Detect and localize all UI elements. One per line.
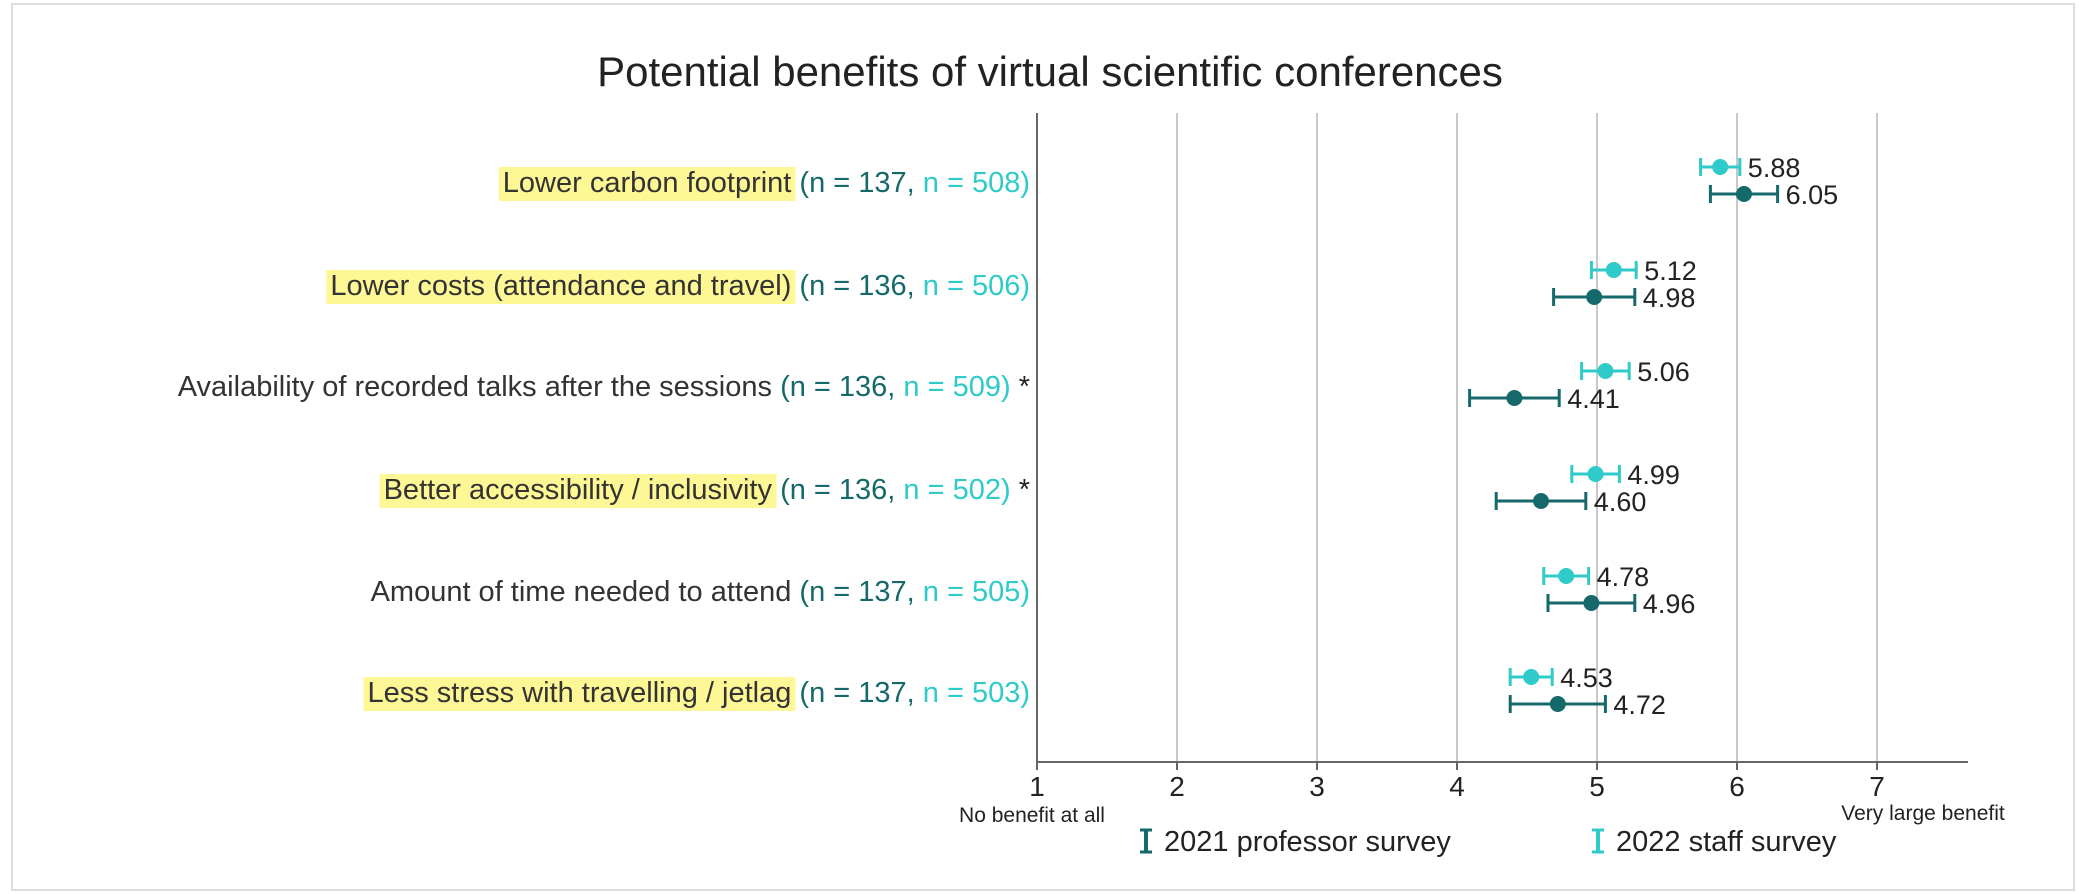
n-label: n = 505) <box>923 576 1030 608</box>
point <box>1533 493 1549 509</box>
data-label: 4.96 <box>1643 589 1696 619</box>
point <box>1523 669 1540 685</box>
note: * <box>1019 474 1030 506</box>
x-high-label: Very large benefit <box>1841 802 2005 825</box>
n-label: n = 502) <box>903 474 1010 506</box>
n-label: n = 506) <box>923 270 1030 302</box>
point <box>1549 696 1566 712</box>
point <box>1506 390 1523 406</box>
category-name: Lower carbon footprint <box>503 167 792 199</box>
data-label: 4.53 <box>1560 663 1613 693</box>
data-label: 5.88 <box>1748 153 1801 183</box>
category-name: Availability of recorded talks after the… <box>178 371 772 403</box>
point <box>1605 262 1622 278</box>
x-tick-label: 6 <box>1729 771 1745 802</box>
n-label: (n = 136, <box>780 474 895 506</box>
n-label: (n = 137, <box>799 167 914 199</box>
data-label: 5.12 <box>1644 256 1697 286</box>
x-tick-label: 7 <box>1869 771 1885 802</box>
legend-label: 2021 professor survey <box>1164 826 1451 858</box>
n-label: n = 508) <box>923 167 1030 199</box>
point <box>1736 186 1752 202</box>
category-label: Lower costs (attendance and travel) (n =… <box>330 270 1030 302</box>
category-label: Amount of time needed to attend (n = 137… <box>371 576 1030 608</box>
data-label: 5.06 <box>1637 357 1690 387</box>
data-label: 4.72 <box>1613 690 1666 720</box>
point <box>1583 595 1600 611</box>
data-label: 4.98 <box>1643 283 1696 313</box>
highlight <box>379 474 777 508</box>
x-tick-label: 4 <box>1449 771 1465 802</box>
point <box>1586 289 1603 305</box>
category-label: Less stress with travelling / jetlag (n … <box>367 677 1030 709</box>
x-tick-label: 2 <box>1169 771 1185 802</box>
highlight <box>363 677 796 711</box>
category-label: Lower carbon footprint (n = 137, n = 508… <box>503 167 1030 199</box>
frame <box>11 3 2075 891</box>
n-label: n = 509) <box>903 371 1010 403</box>
category-label: Better accessibility / inclusivity (n = … <box>384 474 1030 506</box>
n-label: (n = 136, <box>799 270 914 302</box>
highlight <box>498 167 796 201</box>
n-label: n = 503) <box>923 677 1030 709</box>
data-label: 4.60 <box>1594 487 1647 517</box>
x-tick-label: 1 <box>1029 771 1045 802</box>
n-label: (n = 137, <box>799 576 914 608</box>
data-label: 4.41 <box>1567 384 1620 414</box>
point <box>1712 159 1729 175</box>
legend-label: 2022 staff survey <box>1616 826 1837 858</box>
point <box>1597 363 1614 379</box>
note: * <box>1019 371 1030 403</box>
point <box>1558 568 1575 584</box>
data-label: 4.99 <box>1627 460 1680 490</box>
category-label: Availability of recorded talks after the… <box>178 371 1030 403</box>
data-label: 6.05 <box>1786 180 1839 210</box>
highlight <box>326 270 796 304</box>
x-tick-label: 5 <box>1589 771 1605 802</box>
x-low-label: No benefit at all <box>959 804 1105 827</box>
category-name: Amount of time needed to attend <box>371 576 792 608</box>
n-label: (n = 137, <box>799 677 914 709</box>
category-name: Lower costs (attendance and travel) <box>330 270 791 302</box>
chart-title: Potential benefits of virtual scientific… <box>597 48 1503 95</box>
x-tick-label: 3 <box>1309 771 1325 802</box>
point <box>1587 466 1604 482</box>
category-name: Less stress with travelling / jetlag <box>367 677 791 709</box>
category-name: Better accessibility / inclusivity <box>384 474 773 506</box>
n-label: (n = 136, <box>780 371 895 403</box>
data-label: 4.78 <box>1597 562 1650 592</box>
